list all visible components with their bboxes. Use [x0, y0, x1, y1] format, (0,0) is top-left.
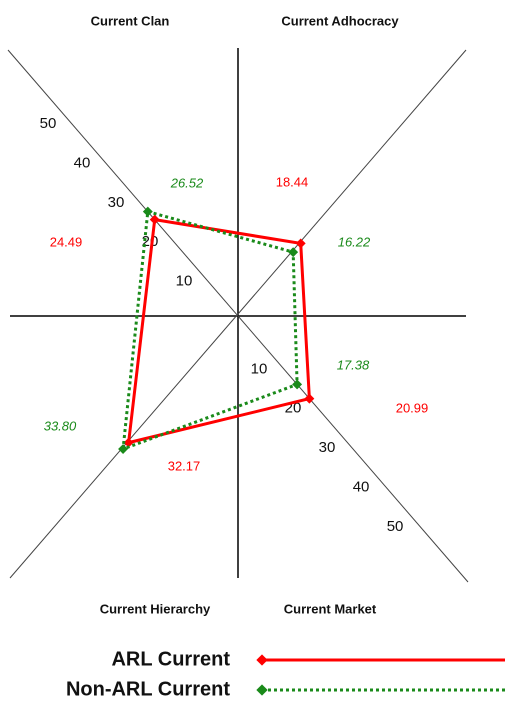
- r-tick-label: 10: [176, 273, 193, 290]
- legend-marker: [256, 684, 268, 696]
- data-point: [118, 444, 129, 455]
- r-tick-label: 20: [142, 233, 159, 250]
- axis-line: [9, 49, 467, 579]
- data-point: [142, 206, 153, 217]
- data-point: [292, 379, 303, 390]
- value-label: 26.52: [170, 175, 204, 190]
- r-tick-label: 10: [251, 360, 268, 377]
- axis-line: [7, 49, 469, 583]
- value-label: 20.99: [396, 400, 429, 415]
- category-label: Current Clan: [91, 13, 170, 28]
- data-point: [288, 247, 299, 258]
- r-tick-label: 30: [108, 194, 125, 211]
- value-label: 24.49: [50, 234, 83, 249]
- category-label: Current Market: [284, 601, 377, 616]
- value-label: 33.80: [44, 418, 77, 433]
- legend-marker: [256, 654, 268, 666]
- r-tick-label: 40: [74, 155, 91, 172]
- r-tick-label: 50: [40, 115, 57, 132]
- value-label: 17.38: [337, 357, 370, 372]
- data-point: [304, 393, 315, 404]
- data-point: [149, 214, 160, 225]
- r-tick-label: 30: [319, 439, 336, 456]
- category-label: Current Adhocracy: [281, 13, 399, 28]
- r-tick-label: 50: [387, 518, 404, 535]
- r-tick-label: 40: [353, 478, 370, 495]
- value-label: 32.17: [168, 458, 201, 473]
- legend-label: Non-ARL Current: [66, 678, 230, 700]
- data-point: [295, 238, 306, 249]
- legend-label: ARL Current: [111, 648, 230, 670]
- category-label: Current Hierarchy: [100, 601, 211, 616]
- value-label: 18.44: [276, 174, 309, 189]
- value-label: 16.22: [338, 234, 371, 249]
